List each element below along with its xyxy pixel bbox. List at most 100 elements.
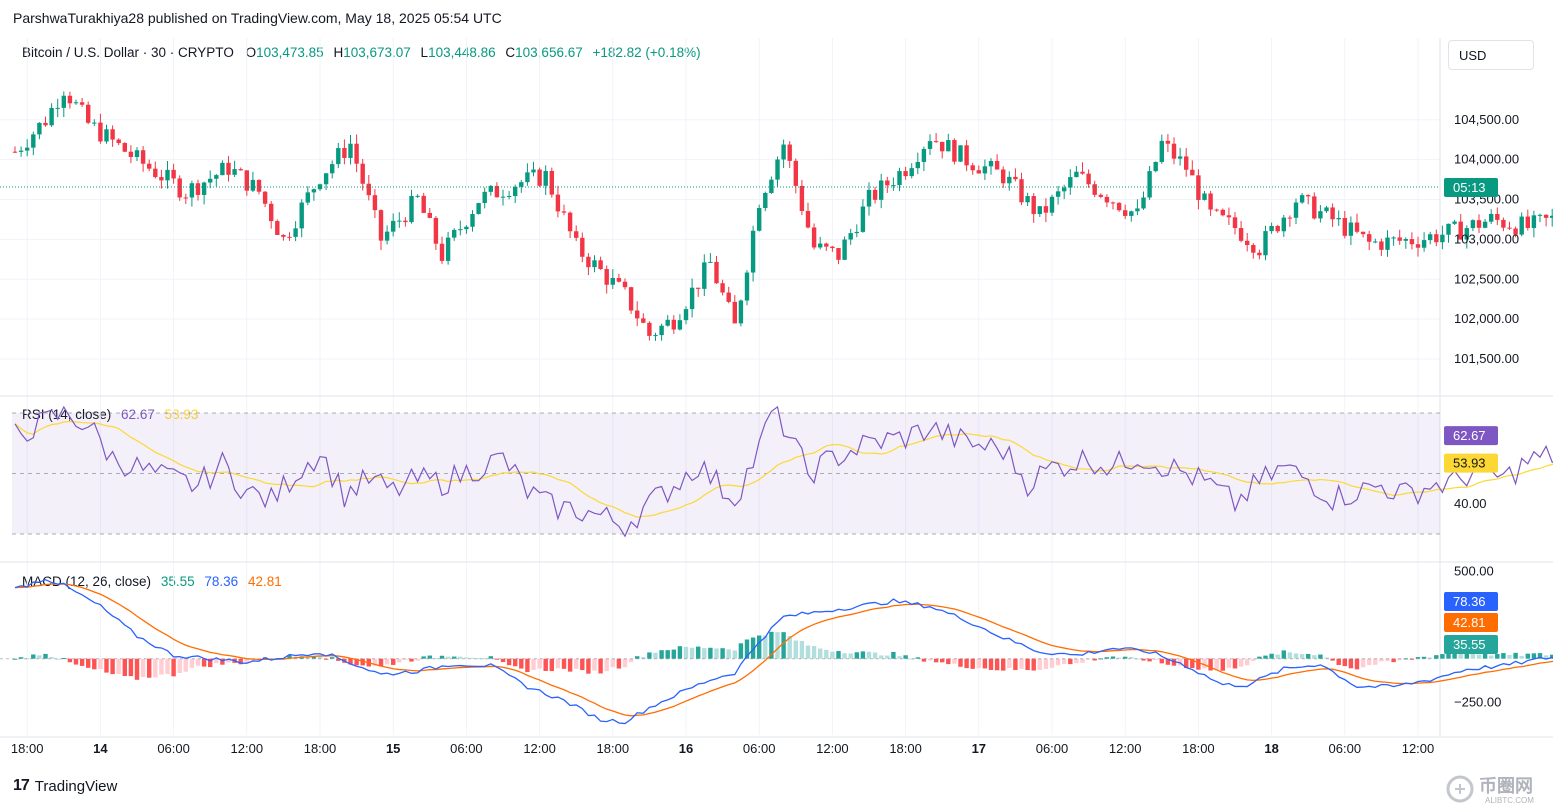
- macd-histogram-bar: [933, 658, 939, 663]
- rsi-label: RSI (14, close): [22, 407, 112, 422]
- candle-down: [427, 212, 432, 218]
- candle-down: [628, 287, 634, 311]
- macd-histogram-bar: [738, 643, 744, 659]
- price-axis[interactable]: 104,500.00104,000.00103,500.00103,000.00…: [1454, 112, 1519, 710]
- currency-button[interactable]: USD: [1448, 40, 1534, 70]
- macd-histogram-bar: [641, 657, 646, 659]
- macd-histogram-bar: [1214, 658, 1219, 671]
- candle-down: [1080, 171, 1085, 174]
- candle-up: [476, 203, 481, 215]
- macd-histogram-bar: [671, 649, 676, 659]
- macd-label: MACD (12, 26, close): [22, 574, 152, 589]
- candle-down: [1434, 234, 1439, 243]
- macd-line-value: 78.36: [204, 574, 239, 589]
- macd-histogram-bar: [1421, 656, 1427, 659]
- candle-down: [98, 122, 103, 142]
- candle-down: [269, 203, 274, 222]
- time-tick-label: 18:00: [304, 741, 337, 756]
- time-tick-label: 18:00: [889, 741, 922, 756]
- candle-down: [122, 143, 127, 152]
- macd-histogram-bar: [1507, 654, 1512, 659]
- candle-up: [543, 170, 548, 186]
- macd-histogram-bar: [1489, 655, 1494, 659]
- macd-histogram-bar: [336, 658, 341, 661]
- histogram-value-tag: 35.55: [1453, 637, 1486, 652]
- candle-up: [891, 185, 896, 187]
- candle-down: [567, 212, 573, 232]
- time-tick-label: 12:00: [1402, 741, 1435, 756]
- candle-down: [1116, 202, 1122, 211]
- time-tick-label: 06:00: [1329, 741, 1362, 756]
- candlestick-series: [0, 91, 1553, 341]
- candle-down: [354, 143, 359, 164]
- macd-histogram-bar: [378, 658, 384, 667]
- macd-histogram-bar: [635, 656, 640, 659]
- candle-up: [348, 143, 353, 158]
- macd-histogram-bar: [183, 658, 188, 672]
- macd-histogram-bar: [317, 656, 323, 659]
- candle-up: [1049, 196, 1055, 213]
- macd-histogram-bar: [1043, 658, 1049, 669]
- macd-histogram-bar: [872, 652, 878, 659]
- candle-up: [391, 220, 396, 232]
- macd-histogram-bar: [1415, 657, 1421, 659]
- candle-up: [519, 182, 524, 187]
- candle-up: [488, 185, 493, 192]
- macd-histogram-bar: [976, 658, 981, 669]
- macd-histogram-bar: [494, 658, 500, 660]
- macd-histogram-bar: [1184, 658, 1189, 669]
- candle-up: [134, 150, 140, 157]
- candle-up: [1537, 214, 1543, 216]
- macd-histogram-bar: [287, 654, 292, 659]
- open-value: 103,473.85: [256, 45, 324, 60]
- candle-down: [256, 179, 262, 192]
- candle-down: [421, 195, 426, 213]
- tradingview-brand[interactable]: 17 TradingView: [13, 777, 117, 795]
- macd-histogram-bar: [159, 658, 164, 675]
- macd-histogram-bar: [238, 658, 243, 665]
- macd-histogram-bar: [879, 655, 884, 659]
- candle-down: [933, 141, 939, 143]
- candle-up: [470, 214, 475, 227]
- macd-histogram-bar: [561, 658, 567, 669]
- candle-down: [1354, 222, 1360, 232]
- candle-up: [1373, 241, 1378, 243]
- candle-up: [1550, 215, 1553, 218]
- candle-up: [866, 189, 872, 207]
- macd-histogram-bar: [604, 658, 609, 672]
- symbol-name[interactable]: Bitcoin / U.S. Dollar · 30 · CRYPTO: [22, 45, 234, 60]
- macd-histogram-bar: [171, 658, 176, 677]
- macd-histogram-bar: [1049, 658, 1055, 668]
- candle-up: [415, 195, 420, 197]
- price-tick-label: 104,500.00: [1454, 112, 1519, 127]
- close-label: C: [505, 45, 516, 60]
- candle-up: [330, 164, 335, 174]
- macd-histogram-bar: [104, 658, 109, 673]
- candle-down: [1543, 214, 1549, 218]
- macd-legend[interactable]: MACD (12, 26, close) 35.55 78.36 42.81: [22, 574, 282, 589]
- macd-histogram-bar: [1013, 658, 1018, 671]
- candle-down: [1196, 175, 1201, 200]
- macd-histogram-bar: [818, 648, 823, 659]
- candle-up: [1269, 225, 1274, 232]
- rsi-legend[interactable]: RSI (14, close) 62.67 53.93: [22, 407, 198, 422]
- candle-up: [201, 182, 207, 195]
- candle-up: [220, 162, 225, 176]
- time-axis[interactable]: 18:00 14 06:00 12:00 18:00 15 06:00 12:00 18:00 1…: [11, 741, 1434, 756]
- candle-down: [86, 104, 91, 123]
- candle-up: [842, 239, 847, 260]
- candle-up: [1141, 197, 1146, 209]
- macd-histogram-bar: [763, 635, 768, 659]
- macd-histogram-bar: [824, 649, 829, 659]
- candle-down: [1086, 173, 1091, 185]
- macd-histogram-bar: [421, 656, 426, 659]
- macd-histogram-bar: [220, 658, 225, 665]
- rsi-ma-value: 53.93: [164, 407, 199, 422]
- macd-histogram-bar: [1525, 653, 1530, 659]
- macd-histogram-bar: [476, 658, 481, 660]
- macd-histogram-bar: [1495, 654, 1500, 659]
- candle-down: [940, 141, 945, 152]
- candle-down: [1458, 221, 1463, 240]
- candle-up: [1452, 221, 1457, 224]
